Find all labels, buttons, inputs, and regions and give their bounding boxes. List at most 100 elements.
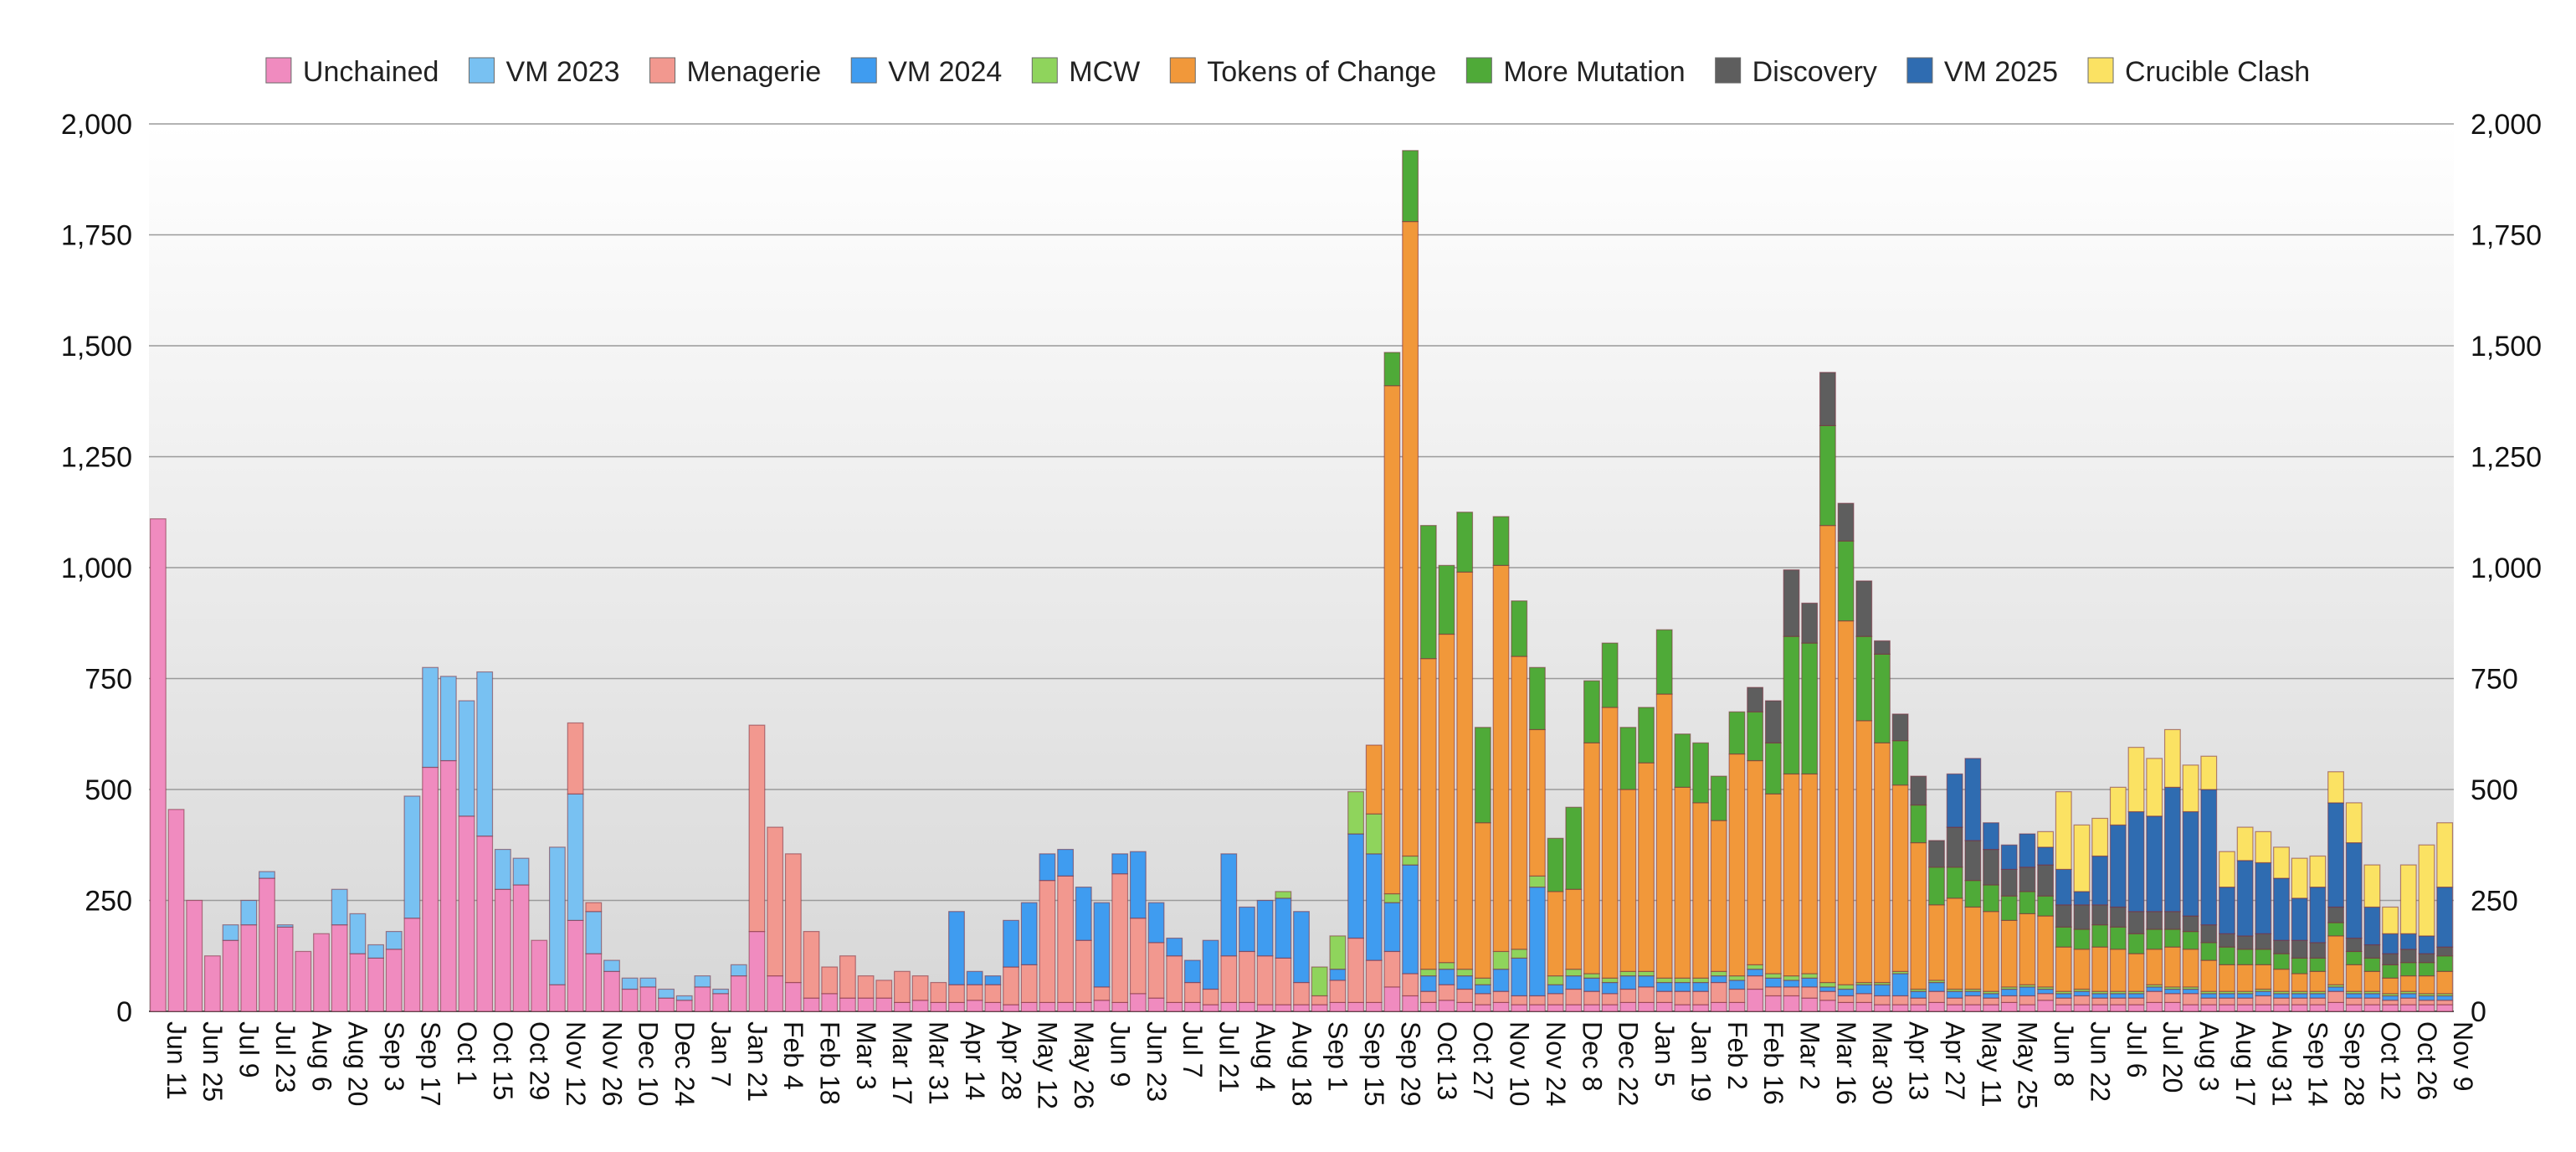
bar-segment-vm-2024 <box>1837 988 1855 997</box>
x-tick-label: Mar 17 <box>887 1021 917 1105</box>
bar-segment-mcw <box>1474 977 1491 985</box>
bar-segment-menagerie <box>2236 997 2254 1005</box>
bar-segment-vm-2025 <box>2345 841 2363 939</box>
bar-segment-menagerie <box>1601 993 1619 1005</box>
bar-segment-crucible-clash <box>2345 802 2363 844</box>
bar-segment-vm-2023 <box>331 888 348 926</box>
bar-segment-more-mutation <box>1638 707 1655 764</box>
bar-segment-mcw <box>1638 970 1655 977</box>
bar-segment-unchained <box>2127 1004 2145 1012</box>
bar-segment-menagerie <box>1220 955 1238 1004</box>
bar-segment-unchained <box>603 970 620 1012</box>
bar-segment-menagerie <box>857 975 875 999</box>
bar-segment-unchained <box>1474 1004 1491 1012</box>
x-tick-label: Jul 21 <box>1214 1021 1244 1093</box>
bar-segment-discovery <box>2163 911 2181 930</box>
bar-segment-discovery <box>2019 867 2036 892</box>
bar-segment-unchained <box>1692 1004 1709 1012</box>
bar-segment-more-mutation <box>2399 962 2417 977</box>
bar-segment-unchained <box>531 939 548 1012</box>
bar-segment-vm-2024 <box>1983 993 1999 999</box>
bar-segment-unchained <box>2382 1004 2399 1012</box>
x-tick-label: Dec 22 <box>1614 1021 1644 1106</box>
bar-segment-unchained <box>2309 1004 2327 1012</box>
x-tick-label: Nov 12 <box>561 1021 591 1106</box>
bar-segment-vm-2025 <box>2073 891 2091 906</box>
bar-segment-menagerie <box>1710 981 1727 1004</box>
x-tick-label: Sep 15 <box>1359 1021 1389 1106</box>
bar-segment-unchained <box>313 933 330 1012</box>
x-tick-label: Jun 9 <box>1105 1021 1135 1087</box>
bar-segment-tokens-of-change <box>1619 789 1637 972</box>
bar-segment-vm-2024 <box>1855 984 1873 995</box>
bar-segment-menagerie <box>2399 997 2417 1005</box>
bar-segment-vm-2024 <box>1565 975 1583 990</box>
bar-segment-vm-2023 <box>548 846 566 985</box>
bar-segment-menagerie <box>1147 942 1165 999</box>
bar-segment-unchained <box>1747 988 1764 1012</box>
bar-segment-menagerie <box>2127 997 2145 1005</box>
bar-segment-discovery <box>2236 935 2254 950</box>
bar-segment-more-mutation <box>1383 352 1401 387</box>
bar-segment-unchained <box>385 949 403 1012</box>
bar-segment-tokens-of-change <box>1638 762 1655 972</box>
bar-segment-tokens-of-change <box>1365 744 1383 815</box>
bar-segment-discovery <box>1747 687 1764 712</box>
bar-segment-menagerie <box>767 826 784 977</box>
y-tick-label-left: 1,750 <box>61 220 132 252</box>
bar-segment-more-mutation <box>1511 600 1528 657</box>
bar-segment-discovery <box>2291 939 2308 959</box>
bar-segment-tokens-of-change <box>2309 970 2327 992</box>
bar-segment-vm-2023 <box>439 676 457 762</box>
bar-segment-unchained <box>439 759 457 1012</box>
bar-segment-discovery <box>1983 848 1999 886</box>
bar-segment-crucible-clash <box>2291 857 2308 899</box>
bar-segment-unchained <box>367 957 384 1012</box>
bar-segment-tokens-of-change <box>2236 964 2254 992</box>
bar-segment-menagerie <box>1764 986 1782 997</box>
bar-segment-tokens-of-change <box>2399 975 2417 992</box>
bar-segment-mcw <box>1547 975 1564 985</box>
bar-segment-menagerie <box>2200 997 2218 1005</box>
bar-segment-vm-2023 <box>222 924 239 941</box>
bar-segment-mcw <box>1565 969 1583 977</box>
bar-segment-unchained <box>585 953 603 1012</box>
bar-segment-tokens-of-change <box>2163 946 2181 988</box>
bar-segment-unchained <box>839 997 856 1012</box>
bar-segment-mcw <box>1692 977 1709 984</box>
bar-segment-vm-2024 <box>1692 981 1709 992</box>
bar-segment-discovery <box>1801 602 1819 644</box>
bar-segment-vm-2024 <box>1638 975 1655 988</box>
bar-segment-more-mutation <box>2418 962 2435 977</box>
x-tick-label: Jul 20 <box>2158 1021 2188 1093</box>
bar-segment-menagerie <box>1111 873 1129 1003</box>
bar-segment-vm-2024 <box>1547 984 1564 995</box>
x-tick-label: Oct 26 <box>2412 1021 2442 1100</box>
x-tick-label: Oct 15 <box>488 1021 518 1100</box>
bar-segment-discovery <box>2037 864 2055 897</box>
bar-segment-unchained <box>1147 997 1165 1012</box>
bar-segment-unchained <box>403 918 421 1012</box>
x-tick-label: Sep 17 <box>415 1021 445 1106</box>
bar-segment-unchained <box>857 997 875 1012</box>
x-tick-label: Sep 28 <box>2339 1021 2369 1106</box>
bar-segment-menagerie <box>1819 990 1836 1001</box>
x-tick-label: Nov 9 <box>2448 1021 2478 1092</box>
bar-segment-menagerie <box>1946 997 1963 1005</box>
bar-segment-unchained <box>422 766 439 1012</box>
bar-segment-vm-2024 <box>2255 990 2272 997</box>
bar-segment-unchained <box>1003 1004 1019 1012</box>
y-tick-label-right: 0 <box>2471 996 2486 1028</box>
x-tick-label: Aug 4 <box>1250 1021 1280 1092</box>
legend-label-unchained: Unchained <box>303 56 439 88</box>
bar-segment-vm-2024 <box>966 970 983 985</box>
bar-segment-more-mutation <box>2309 957 2327 972</box>
bar-segment-menagerie <box>1166 955 1183 1004</box>
bar-segment-more-mutation <box>1565 806 1583 890</box>
bar-segment-menagerie <box>748 724 766 933</box>
bar-segment-menagerie <box>1910 997 1927 1005</box>
bar-segment-menagerie <box>984 984 1002 1003</box>
bar-segment-menagerie <box>1347 937 1364 1004</box>
bar-segment-menagerie <box>2273 997 2290 1005</box>
bar-segment-vm-2024 <box>1764 977 1782 988</box>
